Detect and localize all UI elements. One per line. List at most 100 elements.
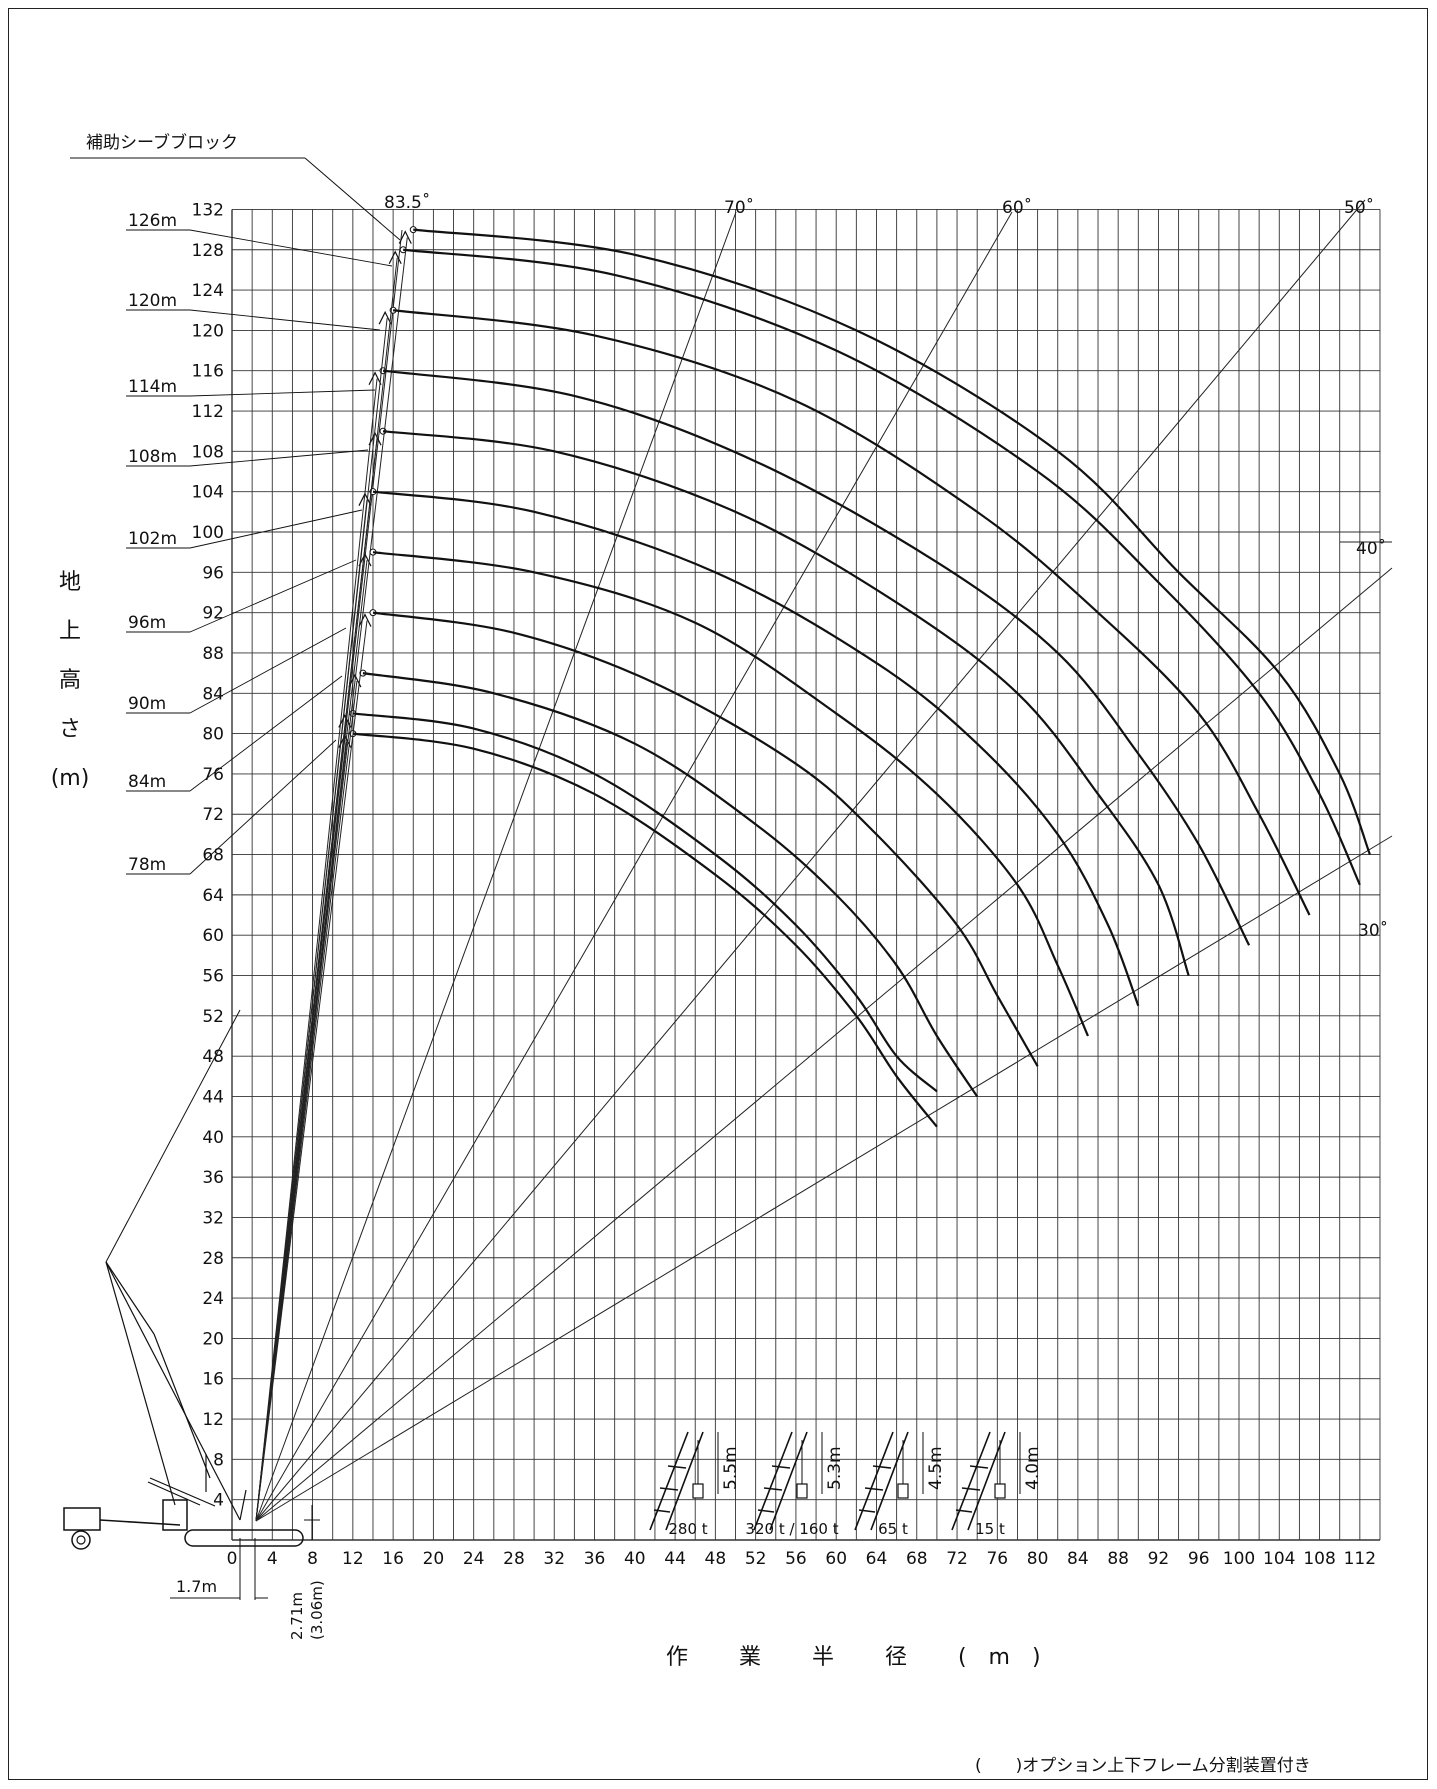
working-range-curve bbox=[413, 228, 1371, 855]
dim-3-06m: (3.06m) bbox=[308, 1580, 326, 1640]
angle-label: 60˚ bbox=[1002, 197, 1032, 218]
y-tick-label: 12 bbox=[202, 1410, 224, 1430]
boom-length-label: 84m bbox=[128, 772, 166, 792]
x-tick-label: 108 bbox=[1303, 1549, 1335, 1569]
y-tick-label: 16 bbox=[202, 1370, 224, 1390]
boom-head bbox=[378, 310, 392, 325]
x-tick-label: 92 bbox=[1148, 1549, 1170, 1569]
y-axis-label-char: 地 bbox=[58, 570, 81, 595]
x-tick-label: 16 bbox=[382, 1549, 404, 1569]
working-range-curve bbox=[382, 369, 1251, 946]
y-tick-label: 68 bbox=[202, 846, 224, 866]
boom-head bbox=[388, 250, 402, 265]
angle-label: 50˚ bbox=[1344, 197, 1374, 218]
working-range-curve bbox=[372, 490, 1140, 1007]
y-tick-label: 104 bbox=[192, 483, 224, 503]
hook-icon bbox=[994, 1483, 1006, 1499]
y-tick-label: 24 bbox=[202, 1289, 224, 1309]
boom-length-label: 96m bbox=[128, 613, 166, 633]
boom-angle-line bbox=[255, 835, 1393, 1522]
x-tick-label: 88 bbox=[1107, 1549, 1129, 1569]
x-tick-label: 112 bbox=[1344, 1549, 1376, 1569]
x-tick-label: 48 bbox=[705, 1549, 727, 1569]
boom-head bbox=[398, 230, 412, 244]
x-tick-label: 84 bbox=[1067, 1549, 1089, 1569]
working-range-curve bbox=[362, 672, 979, 1098]
boom-angle-line bbox=[255, 199, 1366, 1522]
boom-angle-line bbox=[255, 211, 1013, 1522]
y-tick-label: 120 bbox=[192, 321, 224, 341]
x-tick-label: 40 bbox=[624, 1549, 646, 1569]
y-axis-label-char: さ bbox=[58, 717, 81, 742]
y-tick-label: 52 bbox=[202, 1007, 224, 1027]
dim-1-7m: 1.7m bbox=[176, 1577, 217, 1596]
leader-line bbox=[189, 389, 376, 397]
y-tick-label: 32 bbox=[202, 1208, 224, 1228]
hook-capacity-label: 15 t bbox=[975, 1520, 1005, 1538]
x-tick-label: 104 bbox=[1263, 1549, 1295, 1569]
y-tick-label: 116 bbox=[192, 362, 224, 382]
hook-block-jib-icon bbox=[854, 1431, 909, 1531]
boom-length-label: 90m bbox=[128, 694, 166, 714]
boom-line bbox=[255, 620, 368, 1522]
angle-label: 40˚ bbox=[1356, 538, 1386, 559]
boom-angle-lines: 70˚ 60˚ 50˚ 40˚ 30˚ bbox=[255, 197, 1393, 1522]
boom-line bbox=[255, 257, 398, 1522]
leader-line bbox=[189, 309, 381, 331]
dimension-marks: 1.7m 2.71m (3.06m) bbox=[170, 1505, 326, 1640]
boom-head bbox=[358, 613, 372, 627]
angle-label: 70˚ bbox=[724, 197, 754, 218]
x-tick-label: 68 bbox=[906, 1549, 928, 1569]
footnote: ( )オプション上下フレーム分割装置付き bbox=[975, 1756, 1311, 1776]
y-tick-label: 96 bbox=[202, 563, 224, 583]
auxiliary-sheave-callout: 補助シーブブロック bbox=[86, 133, 238, 153]
hook-height-label: 4.0m bbox=[1023, 1446, 1043, 1490]
y-tick-label: 60 bbox=[202, 926, 224, 946]
y-tick-label: 112 bbox=[192, 402, 224, 422]
x-tick-label: 36 bbox=[584, 1549, 606, 1569]
y-tick-label: 80 bbox=[202, 725, 224, 745]
boom-length-leaders: 126m 120m 114m 108m 102m 96m 90m 84m 78m bbox=[70, 157, 401, 875]
x-tick-label: 60 bbox=[825, 1549, 847, 1569]
boom-length-label: 126m bbox=[128, 211, 177, 231]
y-tick-label: 72 bbox=[202, 805, 224, 825]
y-axis-label-char: 高 bbox=[58, 668, 81, 693]
y-tick-label: 20 bbox=[202, 1329, 224, 1349]
x-tick-label: 32 bbox=[543, 1549, 565, 1569]
leader-line bbox=[189, 739, 337, 875]
working-range-curve bbox=[382, 430, 1190, 976]
boom-length-label: 102m bbox=[128, 529, 177, 549]
leader-line bbox=[189, 627, 347, 714]
boom-length-label: 120m bbox=[128, 291, 177, 311]
y-tick-label: 124 bbox=[192, 281, 224, 301]
leader-line bbox=[189, 559, 357, 633]
y-tick-label: 88 bbox=[202, 644, 224, 664]
hook-capacity-label: 320 t / 160 t bbox=[745, 1520, 838, 1538]
boom-head bbox=[368, 371, 382, 385]
hook-height-label: 5.5m bbox=[721, 1446, 741, 1490]
angle-label: 30˚ bbox=[1358, 920, 1388, 941]
chart-frame bbox=[8, 8, 1428, 1780]
working-range-curve bbox=[372, 551, 1089, 1037]
working-range-curve bbox=[392, 309, 1311, 916]
x-axis-label: 作 業 半 径 (m) bbox=[666, 1645, 1063, 1670]
hook-height-label: 5.3m bbox=[825, 1446, 845, 1490]
crane-drawing bbox=[63, 1009, 304, 1550]
leader-line bbox=[189, 449, 369, 467]
hook-block-jib-icon bbox=[649, 1431, 704, 1531]
x-tick-label: 64 bbox=[866, 1549, 888, 1569]
x-tick-label: 20 bbox=[423, 1549, 445, 1569]
hook-icon bbox=[897, 1483, 909, 1499]
x-tick-label: 44 bbox=[664, 1549, 686, 1569]
x-tick-label: 24 bbox=[463, 1549, 485, 1569]
y-tick-label: 128 bbox=[192, 241, 224, 261]
callout-leader bbox=[304, 157, 401, 241]
x-tick-label: 4 bbox=[267, 1549, 278, 1569]
y-axis-label-char: (m) bbox=[50, 766, 90, 791]
hook-block-jib-icon bbox=[951, 1431, 1006, 1531]
y-tick-label: 56 bbox=[202, 967, 224, 987]
x-tick-label: 52 bbox=[745, 1549, 767, 1569]
leader-line bbox=[189, 509, 363, 549]
x-tick-label: 100 bbox=[1223, 1549, 1255, 1569]
